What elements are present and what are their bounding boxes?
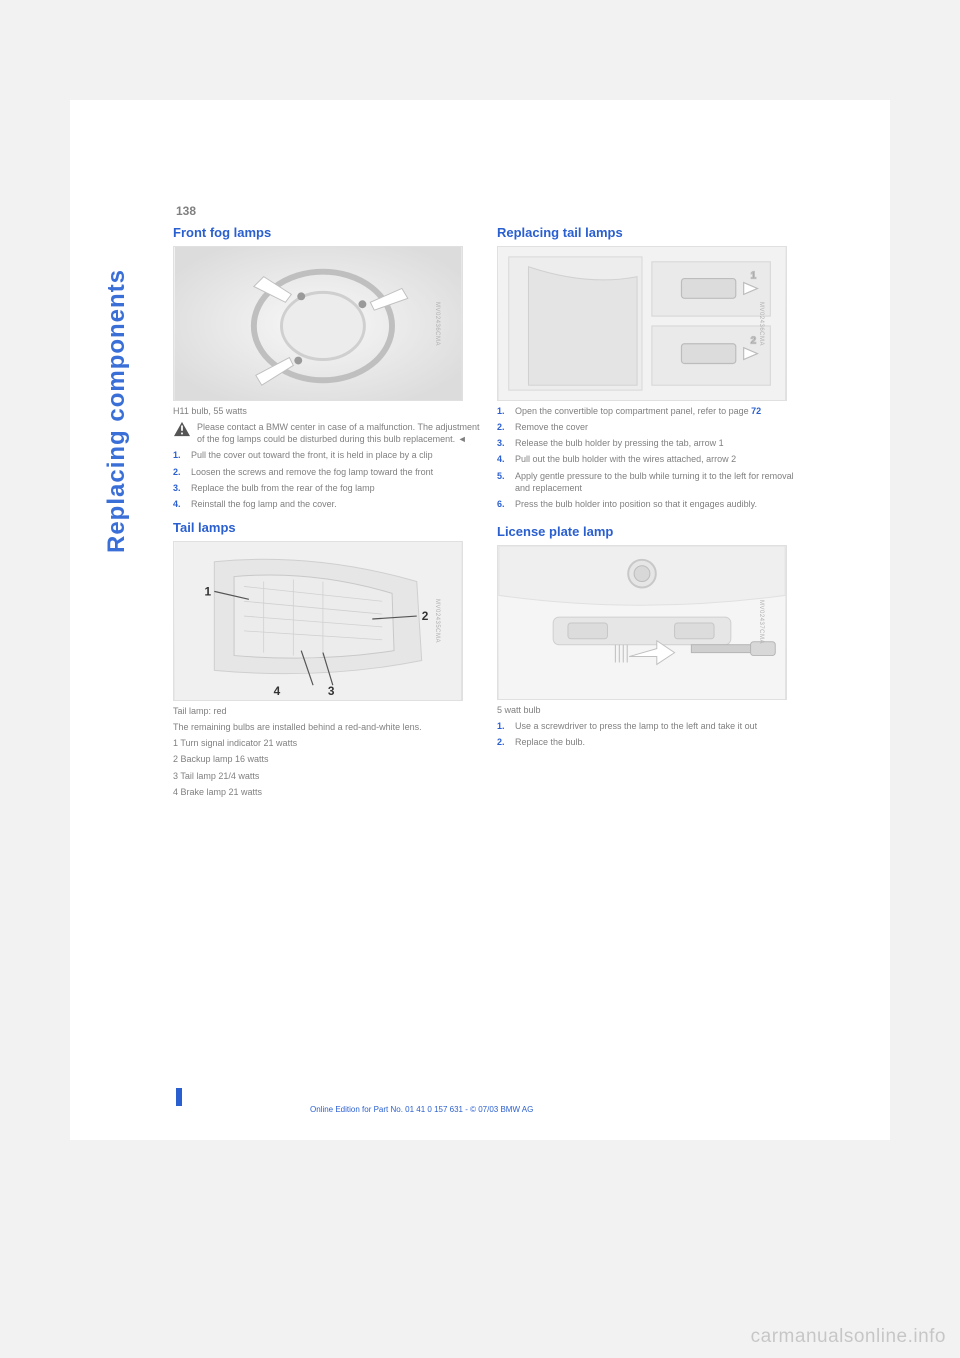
svg-text:2: 2	[751, 336, 757, 347]
fog-step: Loosen the screws and remove the fog lam…	[173, 466, 483, 478]
footer-bar	[176, 1088, 796, 1106]
fog-bulb-spec: H11 bulb, 55 watts	[173, 405, 483, 417]
svg-text:2: 2	[422, 609, 429, 623]
heading-tail-lamps: Tail lamps	[173, 520, 483, 535]
heading-replacing-tail-lamps: Replacing tail lamps	[497, 225, 807, 240]
tail-legend-item: 4 Brake lamp 21 watts	[173, 786, 483, 798]
fog-step: Pull the cover out toward the front, it …	[173, 449, 483, 461]
figure-code: MV02435CMA	[434, 599, 440, 643]
warning-text-content: Please contact a BMW center in case of a…	[197, 422, 479, 444]
svg-text:1: 1	[204, 584, 211, 598]
figure-code: MV02436CMA	[758, 301, 764, 345]
svg-text:4: 4	[274, 684, 281, 698]
warning-end-caret: ◄	[458, 434, 467, 444]
heading-front-fog-lamps: Front fog lamps	[173, 225, 483, 240]
tail-legend-item: 1 Turn signal indicator 21 watts	[173, 737, 483, 749]
figure-license-plate: MV02437CMA	[497, 545, 787, 700]
warning-text: Please contact a BMW center in case of a…	[197, 421, 483, 445]
figure-code: MV02437CMA	[758, 600, 764, 644]
section-title-vertical: Replacing components	[103, 269, 131, 553]
license-steps: Use a screwdriver to press the lamp to t…	[497, 720, 807, 748]
tail-line: The remaining bulbs are installed behind…	[173, 721, 483, 733]
fog-step: Replace the bulb from the rear of the fo…	[173, 482, 483, 494]
license-step: Replace the bulb.	[497, 736, 807, 748]
tail-line: Tail lamp: red	[173, 705, 483, 717]
warning-block: Please contact a BMW center in case of a…	[173, 421, 483, 445]
figure-replacing-tail: 1 2 MV02436CMA	[497, 246, 787, 401]
svg-text:3: 3	[328, 684, 335, 698]
right-column: Replacing tail lamps 1 2 MV02436CMA Open…	[497, 225, 807, 752]
warning-icon	[173, 421, 191, 437]
tail-replace-step: Release the bulb holder by pressing the …	[497, 437, 807, 449]
figure-tail-lamps: 1 2 4 3 MV02435CMA	[173, 541, 463, 701]
step-text: Open the convertible top compartment pan…	[515, 406, 751, 416]
page-ref[interactable]: 72	[751, 406, 761, 416]
license-step: Use a screwdriver to press the lamp to t…	[497, 720, 807, 732]
tail-replace-step: Press the bulb holder into position so t…	[497, 498, 807, 510]
tail-replace-step: Apply gentle pressure to the bulb while …	[497, 470, 807, 494]
watermark: carmanualsonline.info	[751, 1326, 946, 1348]
license-bulb-spec: 5 watt bulb	[497, 704, 807, 716]
tail-replace-steps: Open the convertible top compartment pan…	[497, 405, 807, 510]
svg-text:1: 1	[751, 271, 757, 282]
tail-replace-step: Pull out the bulb holder with the wires …	[497, 453, 807, 465]
tail-legend-item: 3 Tail lamp 21/4 watts	[173, 770, 483, 782]
figure-code: MV02436CMA	[434, 301, 440, 345]
tail-replace-step: Open the convertible top compartment pan…	[497, 405, 807, 417]
left-column: Front fog lamps MV02436CMA H11 bulb, 55 …	[173, 225, 483, 802]
footer-text: Online Edition for Part No. 01 41 0 157 …	[310, 1105, 533, 1114]
tail-replace-step: Remove the cover	[497, 421, 807, 433]
figure-fog-lamp: MV02436CMA	[173, 246, 463, 401]
fog-step: Reinstall the fog lamp and the cover.	[173, 498, 483, 510]
fog-lamp-steps: Pull the cover out toward the front, it …	[173, 449, 483, 510]
page-number: 138	[176, 204, 196, 218]
tail-legend-item: 2 Backup lamp 16 watts	[173, 753, 483, 765]
heading-license-plate-lamp: License plate lamp	[497, 524, 807, 539]
